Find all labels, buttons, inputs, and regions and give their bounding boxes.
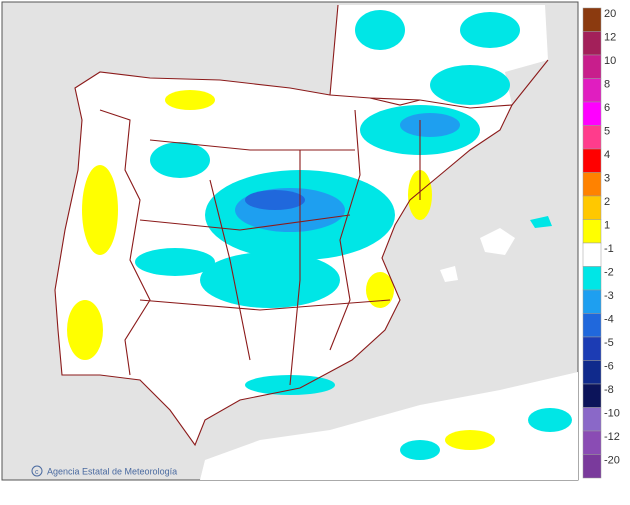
legend-label: -8	[604, 384, 614, 396]
legend-label: -5	[604, 337, 614, 349]
area	[430, 65, 510, 105]
legend-label: 8	[604, 78, 610, 90]
area	[355, 10, 405, 50]
legend-label: 4	[604, 149, 610, 161]
legend-label: 1	[604, 219, 610, 231]
legend-label: 12	[604, 31, 616, 43]
legend-label: -2	[604, 266, 614, 278]
legend-label: -4	[604, 313, 614, 325]
legend-swatch	[582, 313, 602, 338]
legend-swatch	[582, 242, 602, 267]
watermark: aemet	[508, 455, 560, 475]
legend-swatch	[582, 101, 602, 126]
area	[135, 248, 215, 276]
area	[200, 252, 340, 308]
island-mallorca	[480, 228, 515, 255]
legend-label: -1	[604, 243, 614, 255]
legend-label: 20	[604, 8, 616, 20]
legend-label: 3	[604, 172, 610, 184]
legend-swatch	[582, 407, 602, 432]
area	[460, 12, 520, 48]
legend-swatch	[582, 31, 602, 56]
legend-label: -20	[604, 454, 620, 466]
legend-swatch	[582, 430, 602, 455]
legend-label: -10	[604, 407, 620, 419]
legend-swatch	[582, 7, 602, 32]
legend: 20 12 10 8 6 5 4 3 2 1 -1 -2 -3 -4 -5 -6 -8 -10 -12 -20	[582, 7, 620, 479]
area	[400, 113, 460, 137]
credit-icon-letter: c	[35, 469, 39, 476]
legend-label: 10	[604, 55, 616, 67]
land-africa	[200, 372, 578, 480]
legend-label: -3	[604, 290, 614, 302]
island-ibiza	[440, 266, 458, 282]
legend-swatch	[582, 454, 602, 479]
area	[528, 408, 572, 432]
legend-swatch	[582, 289, 602, 314]
borders	[54, 4, 549, 447]
credit-icon	[31, 465, 43, 477]
area	[150, 142, 210, 178]
legend-swatch	[582, 336, 602, 361]
area	[445, 430, 495, 450]
legend-label: -12	[604, 431, 620, 443]
credit: Agencia Estatal de Meteorología	[47, 466, 177, 476]
area	[165, 90, 215, 110]
legend-swatch	[582, 383, 602, 408]
legend-swatch	[582, 125, 602, 150]
border-portugal	[99, 109, 151, 376]
legend-swatch	[582, 195, 602, 220]
legend-swatch	[582, 219, 602, 244]
legend-label: 5	[604, 125, 610, 137]
legend-swatch	[582, 360, 602, 385]
coastline	[54, 71, 513, 447]
border-france	[329, 4, 549, 106]
area	[82, 165, 118, 255]
area	[245, 190, 305, 210]
legend-swatch	[582, 266, 602, 291]
legend-label: -6	[604, 360, 614, 372]
legend-swatch	[582, 148, 602, 173]
island-menorca	[530, 216, 552, 228]
area	[400, 440, 440, 460]
legend-swatch	[582, 54, 602, 79]
legend-swatch	[582, 78, 602, 103]
legend-label: 2	[604, 196, 610, 208]
legend-label: 6	[604, 102, 610, 114]
region-borders	[139, 97, 421, 386]
area	[67, 300, 103, 360]
area	[366, 272, 394, 308]
legend-swatch	[582, 172, 602, 197]
